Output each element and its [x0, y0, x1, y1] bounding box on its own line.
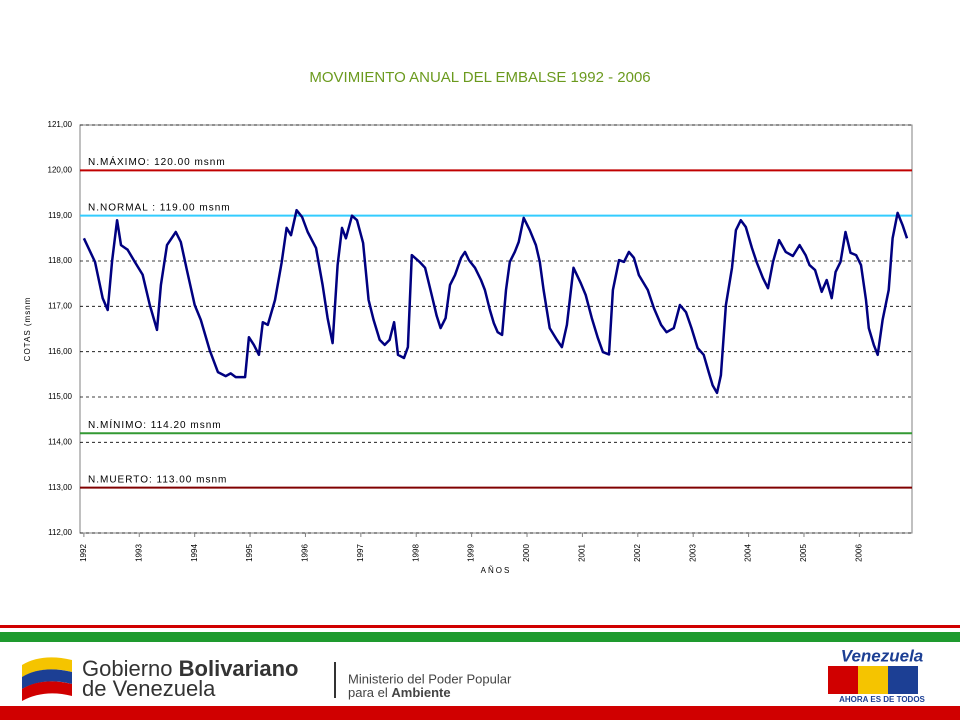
flag-blue — [22, 669, 72, 689]
brand-blue — [888, 666, 918, 694]
x-tick-label: 2005 — [799, 544, 808, 562]
data-line — [82, 208, 909, 395]
y-tick-label: 121,00 — [48, 120, 73, 129]
gov-text: Gobierno Bolivariano — [82, 656, 298, 681]
y-tick-label: 114,00 — [48, 437, 72, 446]
x-tick-label: 1992 — [79, 544, 88, 562]
x-tick-label: 2006 — [854, 544, 863, 562]
x-axis-label: AÑOS — [481, 566, 512, 575]
x-tick-label: 1999 — [467, 544, 476, 562]
reference-label: N.MÁXIMO: 120.00 msnm — [88, 155, 226, 168]
x-tick-label: 1996 — [301, 544, 310, 562]
x-tick-label: 1994 — [190, 544, 199, 562]
stripe-red — [0, 625, 960, 628]
slogan: AHORA ES DE TODOS — [839, 695, 925, 704]
flag-red — [22, 681, 72, 701]
x-tick-label: 2001 — [578, 544, 587, 562]
ministry-line1: Ministerio del Poder Popular — [348, 671, 512, 686]
ministry-line2-a: para el — [348, 685, 388, 700]
y-tick-label: 118,00 — [48, 256, 72, 265]
brand-yellow — [858, 666, 888, 694]
y-tick-label: 117,00 — [48, 301, 72, 310]
stripe-green — [0, 632, 960, 642]
ministry-line2-b: Ambiente — [391, 685, 450, 700]
brand: Venezuela — [841, 646, 924, 665]
x-tick-label: 2000 — [522, 544, 531, 562]
x-tick-label: 2004 — [744, 544, 753, 562]
y-tick-label: 119,00 — [48, 211, 72, 220]
x-tick-label: 1997 — [356, 544, 365, 562]
ministry-line2: para el Ambiente — [348, 685, 451, 700]
gov-line1-bold: Bolivariano — [179, 656, 299, 681]
x-tick-label: 2003 — [688, 544, 697, 562]
gov-line2: de Venezuela — [82, 676, 216, 701]
reference-label: N.NORMAL : 119.00 msnm — [88, 202, 231, 213]
x-tick-label: 2002 — [633, 544, 642, 562]
gov-line1: Gobierno — [82, 656, 173, 681]
y-tick-label: 116,00 — [48, 347, 72, 356]
y-axis-label: COTAS (msnm — [23, 297, 32, 362]
brand-red — [828, 666, 858, 694]
x-tick-label: 1993 — [134, 544, 143, 562]
reference-label: N.MÍNIMO: 114.20 msnm — [88, 418, 222, 431]
x-tick-label: 1998 — [411, 544, 420, 562]
stripe-bottom — [0, 706, 960, 720]
x-tick-label: 1995 — [245, 544, 254, 562]
reference-label: N.MUERTO: 113.00 msnm — [88, 474, 227, 485]
y-tick-label: 120,00 — [48, 165, 73, 174]
footer: Gobierno Bolivariano de Venezuela Minist… — [0, 625, 960, 720]
chart-title: MOVIMIENTO ANUAL DEL EMBALSE 1992 - 2006 — [309, 69, 650, 86]
y-tick-label: 113,00 — [48, 483, 72, 492]
y-tick-label: 115,00 — [48, 392, 72, 401]
flag-yellow — [22, 657, 72, 677]
y-tick-label: 112,00 — [48, 528, 72, 537]
